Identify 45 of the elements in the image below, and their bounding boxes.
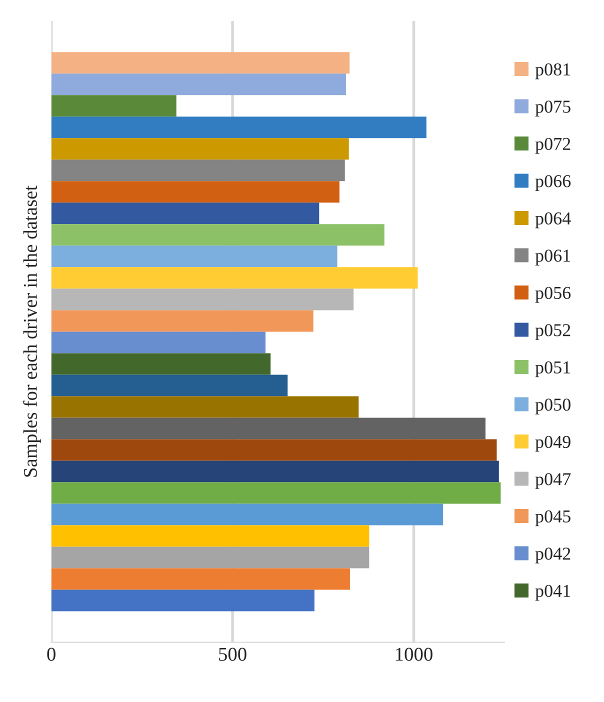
bar [51, 116, 426, 138]
legend-label: p051 [535, 361, 570, 378]
bar [51, 332, 266, 354]
bar [51, 568, 350, 590]
x-tick-label: 500 [219, 648, 246, 661]
bar [51, 546, 370, 568]
legend-label: p081 [535, 63, 570, 80]
bar [51, 482, 501, 504]
bar [51, 74, 346, 96]
bar [51, 310, 314, 332]
bar [51, 439, 497, 461]
bar [51, 288, 354, 310]
legend-label: p052 [535, 324, 570, 340]
bar [51, 138, 349, 160]
x-tick-label: 0 [47, 648, 56, 661]
bar [51, 181, 340, 203]
bar [51, 202, 320, 224]
bar [51, 160, 345, 182]
legend-label: p064 [535, 212, 571, 228]
bar [51, 418, 486, 440]
legend-label: p050 [535, 398, 570, 414]
bar [51, 246, 338, 268]
legend-label: p042 [535, 548, 570, 564]
legend-label: p041 [535, 584, 570, 601]
bar [51, 95, 176, 117]
bar [51, 224, 384, 246]
bar [51, 504, 444, 526]
bar [51, 396, 359, 418]
bar [51, 525, 370, 547]
legend-label: p072 [535, 138, 570, 154]
legend-label: p049 [535, 436, 570, 452]
legend-label: p075 [535, 100, 570, 116]
bar [51, 460, 499, 482]
legend-label: p047 [535, 473, 571, 489]
bar [51, 267, 418, 289]
y-axis-title: Samples for each driver in the dataset [23, 185, 41, 477]
legend-label: p066 [535, 175, 571, 191]
bar [51, 353, 271, 375]
bar [51, 590, 314, 612]
legend-label: p045 [535, 510, 570, 526]
legend-label: p061 [535, 250, 570, 266]
x-tick-label: 1000 [396, 648, 432, 661]
bar [51, 52, 350, 74]
legend-label: p056 [535, 286, 571, 303]
bar [51, 374, 288, 396]
